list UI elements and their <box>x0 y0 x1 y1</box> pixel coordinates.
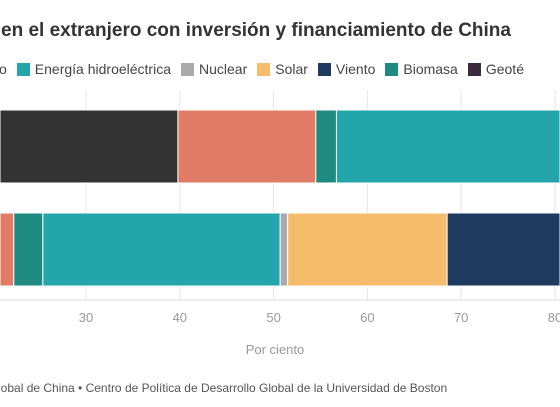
legend-label: Energía hidroeléctrica <box>34 61 171 78</box>
x-axis-title: Por ciento <box>246 342 305 357</box>
legend-swatch <box>317 63 331 77</box>
x-tick-label: 70 <box>454 310 468 325</box>
bar-segment <box>287 212 448 287</box>
x-tick-label: 40 <box>173 310 187 325</box>
bar-segment <box>335 109 560 184</box>
legend-swatch <box>467 63 481 77</box>
x-tick-label: 50 <box>266 310 280 325</box>
legend-swatch <box>385 63 399 77</box>
legend-swatch <box>180 63 194 77</box>
legend-item: Nuclear <box>180 61 248 78</box>
bar-segment <box>0 212 15 287</box>
bar-segment <box>13 212 44 287</box>
legend-item: Energía hidroeléctrica <box>16 61 171 78</box>
source-note: lobal de China • Centro de Política de D… <box>0 381 448 395</box>
x-tick-label: 80 <box>548 310 560 325</box>
legend-swatch <box>257 63 271 77</box>
legend-label: Nuclear <box>198 61 248 78</box>
bar-segment <box>315 109 337 184</box>
legend-label: Solar <box>275 61 308 78</box>
x-tick-label: 30 <box>79 310 93 325</box>
bar-segment <box>0 109 179 184</box>
legend-label: Viento <box>335 61 376 78</box>
legend-item: Geoté <box>467 61 524 78</box>
legend-item: o <box>0 61 7 77</box>
bar-segment <box>446 212 560 287</box>
x-tick-label: 60 <box>360 310 374 325</box>
legend-label: Biomasa <box>403 61 458 78</box>
x-tick-labels: 30 40 50 60 70 80 <box>79 310 560 325</box>
bar-segments <box>0 109 560 287</box>
legend-item: Viento <box>317 61 376 78</box>
legend-label: Geoté <box>485 61 524 78</box>
chart-legend: o Energía hidroeléctrica Nuclear Solar Vient… <box>0 60 534 77</box>
bar-segment <box>42 212 281 287</box>
chart-title-text: en el extranjero con inversión y financi… <box>1 20 511 41</box>
legend-label: o <box>0 61 7 78</box>
chart-title: en el extranjero con inversión y financi… <box>0 20 511 42</box>
legend-item: Solar <box>257 61 308 77</box>
bar-segment <box>177 109 317 184</box>
legend-item: Biomasa <box>385 61 458 78</box>
legend-swatch <box>16 63 30 77</box>
bar-segment <box>279 212 289 287</box>
